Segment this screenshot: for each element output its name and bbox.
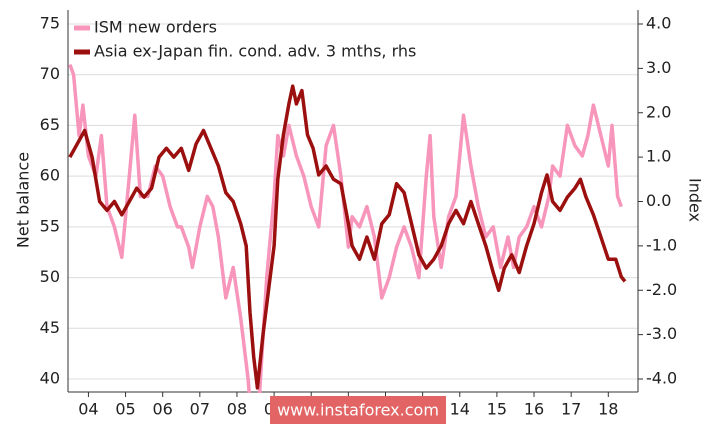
y2-tick-label: 4.0 [646,14,671,33]
y2-tick-label: -1.0 [646,235,677,254]
x-tick-label: 06 [153,400,173,419]
y-tick-label: 65 [40,115,60,134]
plot-area [68,63,627,393]
y2-tick-label: -2.0 [646,280,677,299]
y2-tick-label: 1.0 [646,147,671,166]
x-tick-label: 07 [190,400,210,419]
x-tick-label: 08 [227,400,247,419]
series-line [68,63,623,393]
y-axis-label: Net balance [14,152,33,248]
y-tick-label: 70 [40,64,60,83]
y2-tick-label: -3.0 [646,324,677,343]
legend-label: Asia ex-Japan fin. cond. adv. 3 mths, rh… [94,42,416,61]
series-line [68,84,627,390]
x-tick-label: 18 [598,400,618,419]
y2-tick-label: -4.0 [646,369,677,388]
y2-tick-label: 0.0 [646,191,671,210]
watermark-bg [270,396,446,424]
watermark: www.instaforex.com [277,401,439,420]
y-tick-label: 40 [40,369,60,388]
x-tick-label: 04 [78,400,98,419]
y2-tick-label: 2.0 [646,102,671,121]
y2-tick-label: 3.0 [646,58,671,77]
x-tick-label: 05 [115,400,135,419]
y2-axis-label: Index [686,178,705,222]
y-tick-label: 55 [40,216,60,235]
x-tick-label: 15 [487,400,507,419]
legend-label: ISM new orders [94,18,217,37]
y-tick-label: 60 [40,166,60,185]
y-tick-label: 75 [40,14,60,33]
x-tick-label: 14 [450,400,470,419]
x-tick-label: 16 [524,400,544,419]
y-tick-label: 50 [40,267,60,286]
x-tick-label: 17 [561,400,581,419]
y-tick-label: 45 [40,318,60,337]
